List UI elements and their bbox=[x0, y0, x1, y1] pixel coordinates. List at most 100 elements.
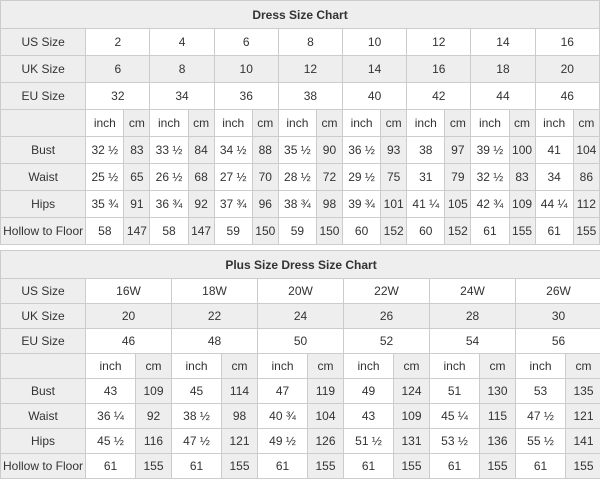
cm-value-cell: 155 bbox=[221, 453, 258, 479]
size-cell: 24W bbox=[429, 278, 516, 304]
cm-value-cell: 68 bbox=[187, 163, 215, 191]
size-cell: 18 bbox=[470, 55, 536, 83]
size-cell: 40 bbox=[342, 82, 408, 110]
unit-row: inch cm inch cm inch cm inch cm inch cm inch cm inch… bbox=[0, 109, 600, 137]
measure-row: Bust 32 ½ 83 33 ½ 84 34 ½ 88 35 ½ 90 36 ½ 93 38 97 39… bbox=[0, 136, 600, 164]
unit-cm-cell: cm bbox=[123, 109, 151, 137]
cm-value-cell: 90 bbox=[315, 136, 344, 164]
unit-cm-cell: cm bbox=[380, 109, 408, 137]
inch-value-cell: 32 ½ bbox=[85, 136, 125, 164]
cm-value-cell: 155 bbox=[572, 217, 600, 245]
row-label: UK Size bbox=[0, 55, 87, 83]
cm-value-cell: 130 bbox=[479, 378, 516, 404]
cm-value-cell: 150 bbox=[251, 217, 279, 245]
size-cell: 16W bbox=[85, 278, 172, 304]
inch-value-cell: 47 ½ bbox=[515, 403, 566, 429]
cm-value-cell: 92 bbox=[187, 190, 215, 218]
inch-value-cell: 31 bbox=[406, 163, 446, 191]
unit-inch-cell: inch bbox=[515, 353, 566, 379]
unit-inch-cell: inch bbox=[149, 109, 189, 137]
unit-cm-cell: cm bbox=[564, 353, 600, 379]
row-label: Hollow to Floor bbox=[0, 217, 87, 245]
unit-cm-cell: cm bbox=[508, 109, 536, 137]
cm-value-cell: 97 bbox=[444, 136, 472, 164]
cm-value-cell: 83 bbox=[508, 163, 536, 191]
unit-cm-cell: cm bbox=[251, 109, 279, 137]
measure-row: Bust 43 109 45 114 47 119 49 124 51 130 53 135 bbox=[0, 378, 600, 404]
size-cell: 38 bbox=[277, 82, 344, 110]
inch-value-cell: 44 ¼ bbox=[534, 190, 574, 218]
cm-value-cell: 147 bbox=[187, 217, 215, 245]
size-cell: 46 bbox=[534, 82, 600, 110]
row-label: EU Size bbox=[0, 82, 87, 110]
row-label: Waist bbox=[0, 403, 86, 429]
row-label bbox=[0, 109, 87, 137]
inch-value-cell: 61 bbox=[429, 453, 480, 479]
unit-cm-cell: cm bbox=[221, 353, 258, 379]
cm-value-cell: 136 bbox=[479, 428, 516, 454]
size-row: UK Size 6 8 10 12 14 16 18 20 bbox=[0, 55, 600, 83]
cm-value-cell: 147 bbox=[123, 217, 151, 245]
size-cell: 26 bbox=[343, 303, 430, 329]
cm-value-cell: 72 bbox=[315, 163, 344, 191]
inch-value-cell: 59 bbox=[277, 217, 317, 245]
unit-inch-cell: inch bbox=[429, 353, 480, 379]
size-cell: 46 bbox=[85, 328, 172, 354]
cm-value-cell: 105 bbox=[444, 190, 472, 218]
inch-value-cell: 45 bbox=[171, 378, 222, 404]
row-label: Waist bbox=[0, 163, 87, 191]
inch-value-cell: 41 ¼ bbox=[406, 190, 446, 218]
size-cell: 10 bbox=[342, 28, 408, 56]
cm-value-cell: 115 bbox=[479, 403, 516, 429]
cm-value-cell: 121 bbox=[564, 403, 600, 429]
row-label: EU Size bbox=[0, 328, 86, 354]
cm-value-cell: 114 bbox=[221, 378, 258, 404]
cm-value-cell: 88 bbox=[251, 136, 279, 164]
cm-value-cell: 126 bbox=[307, 428, 344, 454]
inch-value-cell: 60 bbox=[406, 217, 446, 245]
unit-inch-cell: inch bbox=[534, 109, 574, 137]
inch-value-cell: 35 ¾ bbox=[85, 190, 125, 218]
inch-value-cell: 36 ¾ bbox=[149, 190, 189, 218]
unit-inch-cell: inch bbox=[85, 353, 136, 379]
table-title: Dress Size Chart bbox=[0, 0, 600, 29]
size-cell: 4 bbox=[149, 28, 215, 56]
unit-inch-cell: inch bbox=[343, 353, 394, 379]
cm-value-cell: 152 bbox=[380, 217, 408, 245]
row-label: Bust bbox=[0, 378, 86, 404]
inch-value-cell: 35 ½ bbox=[277, 136, 317, 164]
cm-value-cell: 119 bbox=[307, 378, 344, 404]
size-cell: 8 bbox=[149, 55, 215, 83]
size-cell: 22 bbox=[171, 303, 258, 329]
cm-value-cell: 92 bbox=[135, 403, 172, 429]
row-label: US Size bbox=[0, 28, 87, 56]
inch-value-cell: 61 bbox=[343, 453, 394, 479]
size-cell: 32 bbox=[85, 82, 151, 110]
inch-value-cell: 37 ¾ bbox=[213, 190, 253, 218]
unit-cm-cell: cm bbox=[187, 109, 215, 137]
inch-value-cell: 53 ½ bbox=[429, 428, 480, 454]
inch-value-cell: 32 ½ bbox=[470, 163, 510, 191]
unit-inch-cell: inch bbox=[470, 109, 510, 137]
size-cell: 42 bbox=[406, 82, 472, 110]
unit-cm-cell: cm bbox=[315, 109, 344, 137]
size-cell: 14 bbox=[342, 55, 408, 83]
inch-value-cell: 25 ½ bbox=[85, 163, 125, 191]
inch-value-cell: 43 bbox=[85, 378, 136, 404]
inch-value-cell: 38 ¾ bbox=[277, 190, 317, 218]
title-row: Dress Size Chart bbox=[0, 0, 600, 29]
unit-inch-cell: inch bbox=[257, 353, 308, 379]
cm-value-cell: 155 bbox=[508, 217, 536, 245]
inch-value-cell: 39 ¾ bbox=[342, 190, 382, 218]
size-cell: 20 bbox=[534, 55, 600, 83]
table-title: Plus Size Dress Size Chart bbox=[0, 250, 600, 279]
inch-value-cell: 60 bbox=[342, 217, 382, 245]
cm-value-cell: 116 bbox=[135, 428, 172, 454]
size-cell: 28 bbox=[429, 303, 516, 329]
unit-cm-cell: cm bbox=[479, 353, 516, 379]
cm-value-cell: 86 bbox=[572, 163, 600, 191]
size-cell: 54 bbox=[429, 328, 516, 354]
size-cell: 12 bbox=[277, 55, 344, 83]
